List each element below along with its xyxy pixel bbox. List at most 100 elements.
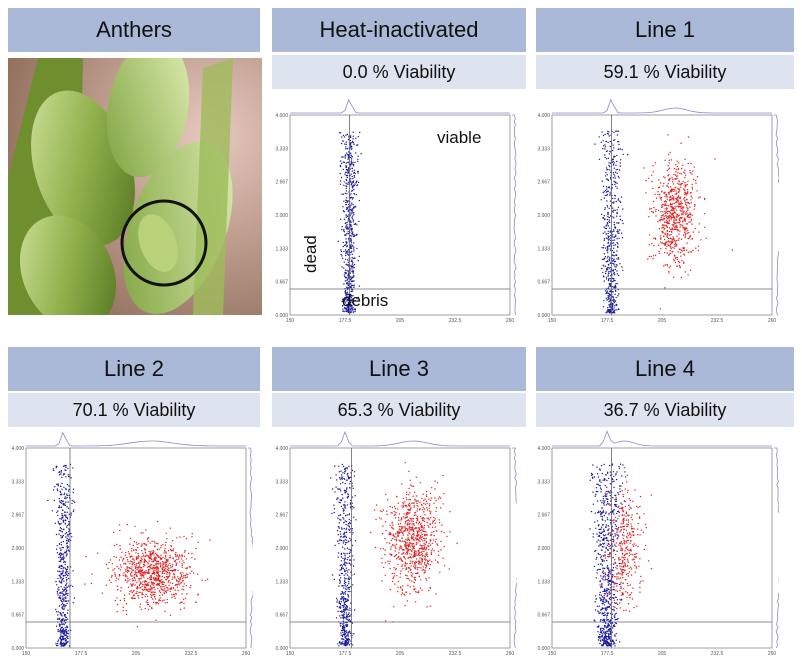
event-dot	[65, 489, 66, 490]
event-dot	[183, 599, 184, 600]
event-dot	[165, 585, 166, 586]
event-dot	[606, 312, 607, 313]
event-dot	[341, 266, 342, 267]
event-dot	[66, 586, 67, 587]
event-dot	[684, 212, 685, 213]
event-dot	[138, 578, 139, 579]
event-dot	[344, 311, 345, 312]
plot-frame	[552, 448, 772, 648]
event-dot	[347, 559, 348, 560]
event-dot	[406, 520, 407, 521]
event-dot	[677, 259, 678, 260]
event-dot	[395, 548, 396, 549]
event-dot	[337, 540, 338, 541]
event-dot	[395, 537, 396, 538]
event-dot	[339, 527, 340, 528]
event-dot	[664, 252, 665, 253]
event-dot	[675, 202, 676, 203]
event-dot	[351, 251, 352, 252]
event-dot	[60, 592, 61, 593]
y-tick-label: 4.000	[11, 446, 24, 452]
event-dot	[612, 254, 613, 255]
event-dot	[683, 213, 684, 214]
event-dot	[147, 555, 148, 556]
event-dot	[622, 223, 623, 224]
event-dot	[179, 536, 180, 537]
event-dot	[165, 565, 166, 566]
event-dot	[659, 194, 660, 195]
event-dot	[416, 503, 417, 504]
event-dot	[430, 552, 431, 553]
event-dot	[386, 542, 387, 543]
event-dot	[433, 503, 434, 504]
event-dot	[127, 559, 128, 560]
event-dot	[345, 280, 346, 281]
event-dot	[394, 567, 395, 568]
event-dot	[672, 198, 673, 199]
event-dot	[344, 571, 345, 572]
event-dot	[607, 260, 608, 261]
event-dot	[669, 245, 670, 246]
event-dot	[674, 211, 675, 212]
event-dot	[184, 551, 185, 552]
event-dot	[65, 488, 66, 489]
event-dot	[338, 543, 339, 544]
event-dot	[400, 529, 401, 530]
event-dot	[126, 557, 127, 558]
event-dot	[68, 585, 69, 586]
event-dot	[666, 236, 667, 237]
event-dot	[610, 267, 611, 268]
event-dot	[353, 267, 354, 268]
event-dot	[84, 583, 85, 584]
event-dot	[125, 569, 126, 570]
event-dot	[601, 628, 602, 629]
event-dot	[415, 561, 416, 562]
event-dot	[345, 249, 346, 250]
event-dot	[170, 615, 171, 616]
event-dot	[117, 604, 118, 605]
event-dot	[689, 251, 690, 252]
event-dot	[424, 570, 425, 571]
event-dot	[668, 192, 669, 193]
event-dot	[419, 541, 420, 542]
event-dot	[374, 509, 375, 510]
event-dot	[143, 564, 144, 565]
event-dot	[380, 518, 381, 519]
event-dot	[687, 274, 688, 275]
event-dot	[120, 600, 121, 601]
event-dot	[660, 220, 661, 221]
event-dot	[55, 581, 56, 582]
event-dot	[390, 534, 391, 535]
event-dot	[162, 565, 163, 566]
event-dot	[158, 549, 159, 550]
event-dot	[151, 561, 152, 562]
event-dot	[63, 547, 64, 548]
event-dot	[340, 254, 341, 255]
event-dot	[344, 555, 345, 556]
event-dot	[352, 142, 353, 143]
event-dot	[52, 510, 53, 511]
event-dot	[57, 643, 58, 644]
event-dot	[607, 214, 608, 215]
event-dot	[682, 210, 683, 211]
event-dot	[343, 537, 344, 538]
event-dot	[669, 267, 670, 268]
event-dot	[425, 556, 426, 557]
event-dot	[689, 214, 690, 215]
event-dot	[605, 228, 606, 229]
event-dot	[348, 578, 349, 579]
event-dot	[162, 584, 163, 585]
event-dot	[608, 162, 609, 163]
event-dot	[146, 545, 147, 546]
x-tick-label: 232.5	[185, 651, 198, 657]
event-dot	[429, 560, 430, 561]
event-dot	[602, 180, 603, 181]
event-dot	[604, 231, 605, 232]
event-dot	[685, 186, 686, 187]
event-dot	[345, 591, 346, 592]
event-dot	[342, 597, 343, 598]
event-dot	[343, 504, 344, 505]
event-dot	[345, 272, 346, 273]
event-dot	[668, 194, 669, 195]
event-dot	[682, 208, 683, 209]
